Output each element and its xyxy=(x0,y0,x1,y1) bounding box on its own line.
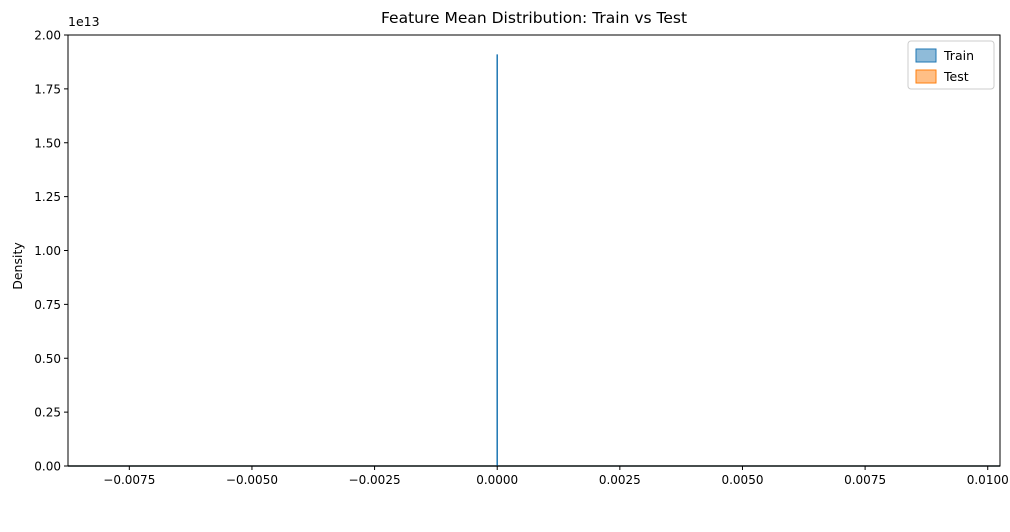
legend-label-test: Test xyxy=(943,69,969,84)
y-tick-label: 0.25 xyxy=(34,406,61,420)
y-tick-label: 1.00 xyxy=(34,244,61,258)
x-tick-label: 0.0000 xyxy=(476,473,518,487)
y-axis-label: Density xyxy=(10,242,25,290)
legend-label-train: Train xyxy=(943,48,974,63)
x-tick-label: −0.0075 xyxy=(103,473,155,487)
legend: Train Test xyxy=(907,40,995,90)
x-tick-label: −0.0050 xyxy=(226,473,278,487)
legend-swatch-train xyxy=(915,48,937,63)
plot-area: −0.0075 −0.0050 −0.0025 0.0000 0.0025 0.0050 0… xyxy=(34,29,1008,488)
y-tick-label: 2.00 xyxy=(34,29,61,43)
y-tick-label: 0.50 xyxy=(34,352,61,366)
y-tick-label: 0.75 xyxy=(34,298,61,312)
x-tick-label: 0.0025 xyxy=(599,473,641,487)
series-fill-train xyxy=(68,54,1000,467)
y-tick-label: 1.75 xyxy=(34,82,61,96)
legend-swatch-test xyxy=(915,69,937,84)
axes-frame xyxy=(67,34,1001,467)
series-line-train xyxy=(68,54,1000,467)
x-tick-label: 0.0050 xyxy=(721,473,763,487)
x-tick-label: −0.0025 xyxy=(349,473,401,487)
y-tick-label: 1.25 xyxy=(34,190,61,204)
chart-title: Feature Mean Distribution: Train vs Test xyxy=(381,9,687,27)
y-axis-offset-text: 1e13 xyxy=(68,14,100,29)
y-tick-label: 0.00 xyxy=(34,460,61,474)
x-tick-label: 0.0075 xyxy=(844,473,886,487)
y-tick-label: 1.50 xyxy=(34,136,61,150)
x-tick-label: 0.0100 xyxy=(967,473,1009,487)
